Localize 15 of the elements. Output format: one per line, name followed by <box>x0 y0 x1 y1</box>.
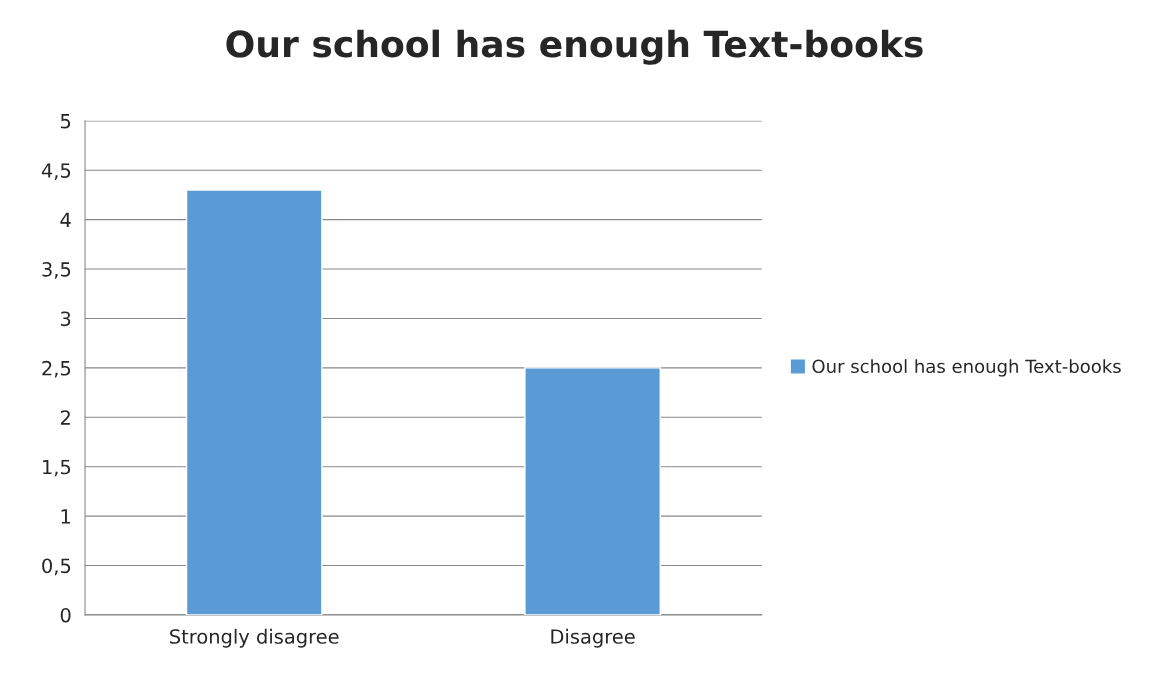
legend-label: Our school has enough Text-books <box>812 359 1121 377</box>
y-tick-label: 4 <box>60 212 71 228</box>
x-tick-label: Disagree <box>551 628 635 648</box>
y-tick-label: 0 <box>60 607 71 623</box>
y-tick-label: 1 <box>61 509 71 524</box>
y-tick-label: 2,5 <box>42 360 71 378</box>
y-tick-label: 0,5 <box>42 558 71 576</box>
x-tick-label: Strongly disagree <box>170 628 339 648</box>
y-tick-label: 5 <box>60 114 71 129</box>
y-tick-label: 1,5 <box>43 459 71 477</box>
chart-title: Our school has enough Text-books <box>226 29 923 65</box>
y-tick-label: 3 <box>60 311 71 327</box>
y-tick-label: 4,5 <box>41 163 71 180</box>
y-tick-label: 3,5 <box>42 262 71 279</box>
y-tick-label: 2 <box>60 410 70 425</box>
